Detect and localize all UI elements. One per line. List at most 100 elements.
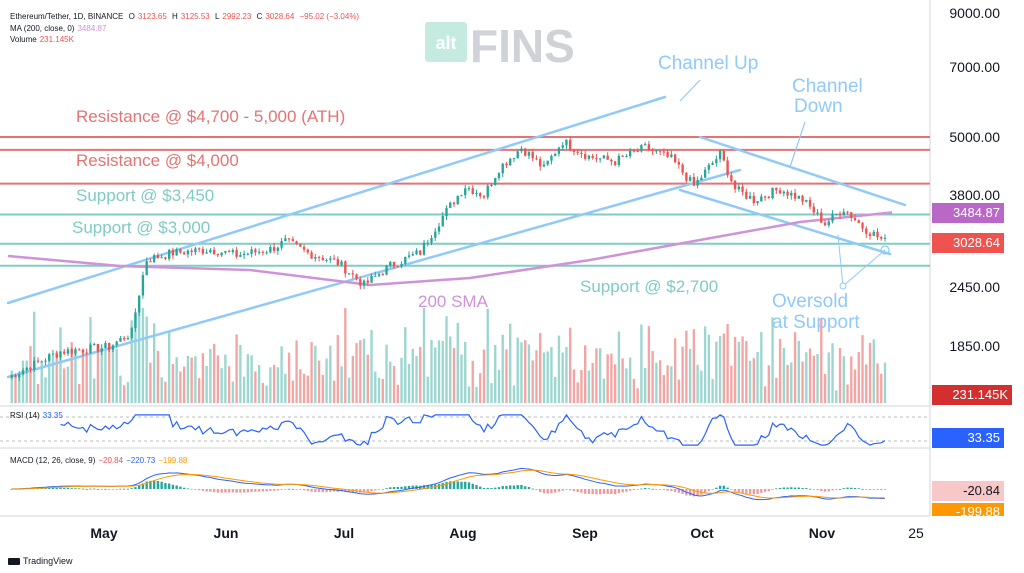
- rsi-legend-value: 33.35: [42, 411, 63, 420]
- macd-hist-bar: [85, 488, 88, 490]
- macd-hist-bar: [524, 486, 527, 489]
- macd-hist-bar: [235, 489, 238, 493]
- candle-body: [291, 239, 295, 242]
- candle-body: [688, 177, 692, 181]
- tradingview-logo[interactable]: TradingView: [8, 556, 73, 566]
- candle-body: [456, 195, 459, 205]
- macd-hist-bar: [475, 485, 478, 489]
- macd-hist-bar: [261, 489, 265, 492]
- candle-body: [18, 374, 21, 378]
- macd-hist-bar: [763, 489, 767, 492]
- macd-hist-bar: [145, 481, 148, 489]
- price-tick-1850: 1850.00: [949, 338, 1000, 354]
- volume-bar: [231, 381, 235, 403]
- candle-body: [167, 249, 171, 259]
- volume-bar: [400, 357, 403, 403]
- macd-hist-bar: [231, 489, 235, 493]
- macd-hist-bar: [347, 489, 351, 493]
- volume-bar: [269, 367, 272, 403]
- macd-hist-bar: [55, 487, 58, 489]
- macd-hist-bar: [715, 487, 718, 489]
- macd-hist-bar: [823, 489, 827, 492]
- volume-bar: [737, 341, 741, 403]
- macd-hist-bar: [771, 489, 774, 490]
- candle-body: [748, 195, 752, 199]
- candle-body: [347, 273, 351, 275]
- candle-body: [235, 250, 238, 257]
- volume-bar: [880, 373, 883, 403]
- candle-body: [396, 266, 399, 268]
- ohlc-h-label: H: [172, 12, 178, 21]
- volume-bar: [467, 386, 471, 403]
- volume-bar: [362, 338, 366, 403]
- candle-body: [550, 155, 553, 161]
- volume-bar: [332, 380, 336, 403]
- macd-hist-bar: [767, 489, 771, 492]
- volume-bar: [381, 379, 384, 403]
- volume-bar: [475, 386, 478, 403]
- volume-bar: [861, 335, 864, 403]
- volume-bar: [265, 385, 268, 403]
- volume-bar: [868, 342, 872, 403]
- volume-bar: [261, 382, 265, 403]
- volume-bar: [666, 365, 669, 403]
- volume-bar: [490, 383, 493, 403]
- macd-hist-bar: [194, 489, 197, 490]
- candle-body: [44, 360, 47, 362]
- macd-hist-bar: [152, 480, 156, 489]
- volume-bar: [220, 368, 223, 403]
- candle-body: [745, 191, 748, 199]
- macd-hist-bar: [598, 489, 602, 495]
- volume-bar: [479, 373, 482, 403]
- macd-hist-bar: [329, 489, 332, 492]
- volume-bar: [760, 332, 763, 403]
- candle-body: [197, 248, 201, 250]
- candle-body: [842, 211, 845, 216]
- volume-bar: [628, 357, 632, 403]
- candle-body: [718, 150, 722, 160]
- macd-hist-bar: [66, 487, 70, 489]
- candle-body: [643, 144, 647, 146]
- candle-body: [302, 246, 306, 250]
- volume-bar: [48, 356, 51, 403]
- volume-bar: [190, 357, 193, 403]
- candle-body: [299, 243, 302, 247]
- price-tick-9000: 9000.00: [949, 5, 1000, 21]
- volume-bar: [344, 308, 347, 403]
- macd-hist-bar: [167, 483, 171, 489]
- candle-body: [651, 150, 654, 152]
- macd-hist-bar: [179, 486, 182, 489]
- macd-hist-bar: [880, 489, 883, 491]
- macd-hist-bar: [51, 487, 55, 489]
- candle-body: [111, 345, 115, 350]
- macd-hist-bar: [520, 484, 523, 489]
- macd-hist-bar: [385, 488, 388, 489]
- candle-body: [857, 220, 860, 224]
- volume-bar: [846, 384, 849, 403]
- candle-body: [546, 160, 549, 165]
- macd-hist-bar: [291, 488, 295, 490]
- candle-body: [265, 252, 268, 254]
- volume-bar: [167, 330, 171, 403]
- volume-legend: Volume 231.145K: [10, 35, 77, 44]
- volume-bar: [89, 317, 92, 403]
- macd-hist-bar: [287, 488, 291, 490]
- candle-body: [628, 150, 632, 157]
- candle-body: [389, 262, 392, 266]
- volume-bar: [302, 373, 306, 403]
- macd-hist-bar: [471, 483, 474, 489]
- time-tick-nov: Nov: [809, 525, 836, 541]
- volume-bar: [763, 386, 767, 403]
- candle-body: [666, 151, 669, 157]
- candle-body: [212, 249, 216, 255]
- volume-bar: [685, 330, 688, 403]
- candle-body: [565, 139, 568, 146]
- horizontal-levels: [0, 136, 930, 267]
- oversold-target-marker: [880, 245, 890, 255]
- volume-bar: [272, 364, 276, 403]
- candle-body: [40, 361, 43, 363]
- volume-bar: [857, 352, 860, 403]
- macd-hist-bar: [89, 488, 92, 490]
- volume-bar: [295, 340, 298, 403]
